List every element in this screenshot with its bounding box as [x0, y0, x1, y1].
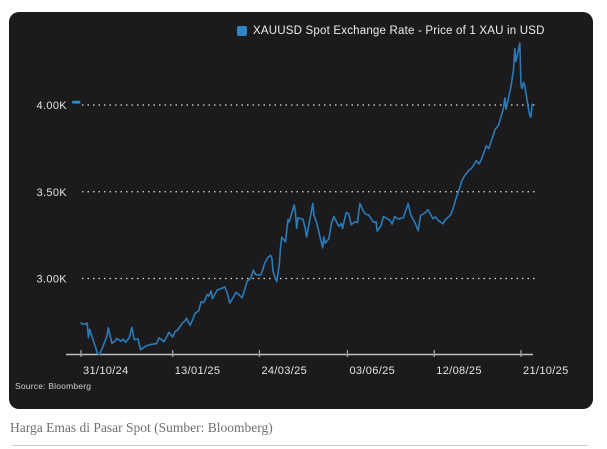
x-axis-tick-label: 24/03/25 — [261, 365, 307, 377]
series-legend-label: XAUUSD Spot Exchange Rate - Price of 1 X… — [253, 25, 545, 37]
line-chart-plot: 3.00K 3.50K 4.00K 31/10/24 13/01/25 24/03/25 0… — [37, 42, 569, 377]
article-caption: Harga Emas di Pasar Spot (Sumber: Bloomb… — [10, 420, 273, 435]
series-color-swatch-icon — [237, 26, 247, 36]
caption-divider — [12, 445, 588, 446]
last-price-marker — [72, 100, 81, 104]
price-line — [80, 42, 534, 356]
x-axis-tick-label: 13/01/25 — [175, 365, 221, 377]
x-axis-tick-label: 03/06/25 — [349, 365, 395, 377]
y-axis-tick-label: 4.00K — [37, 100, 68, 112]
gold-price-chart-card: XAUUSD Spot Exchange Rate - Price of 1 X… — [9, 12, 593, 409]
y-axis-tick-label: 3.50K — [37, 187, 68, 199]
x-axis-tick-label: 31/10/24 — [83, 365, 129, 377]
y-axis-tick-label: 3.00K — [37, 274, 68, 286]
chart-source-note: Source: Bloomberg — [15, 381, 92, 391]
x-axis-tick-label: 12/08/25 — [436, 365, 482, 377]
chart-legend: XAUUSD Spot Exchange Rate - Price of 1 X… — [237, 21, 545, 41]
x-axis-tick-label: 21/10/25 — [523, 365, 569, 377]
